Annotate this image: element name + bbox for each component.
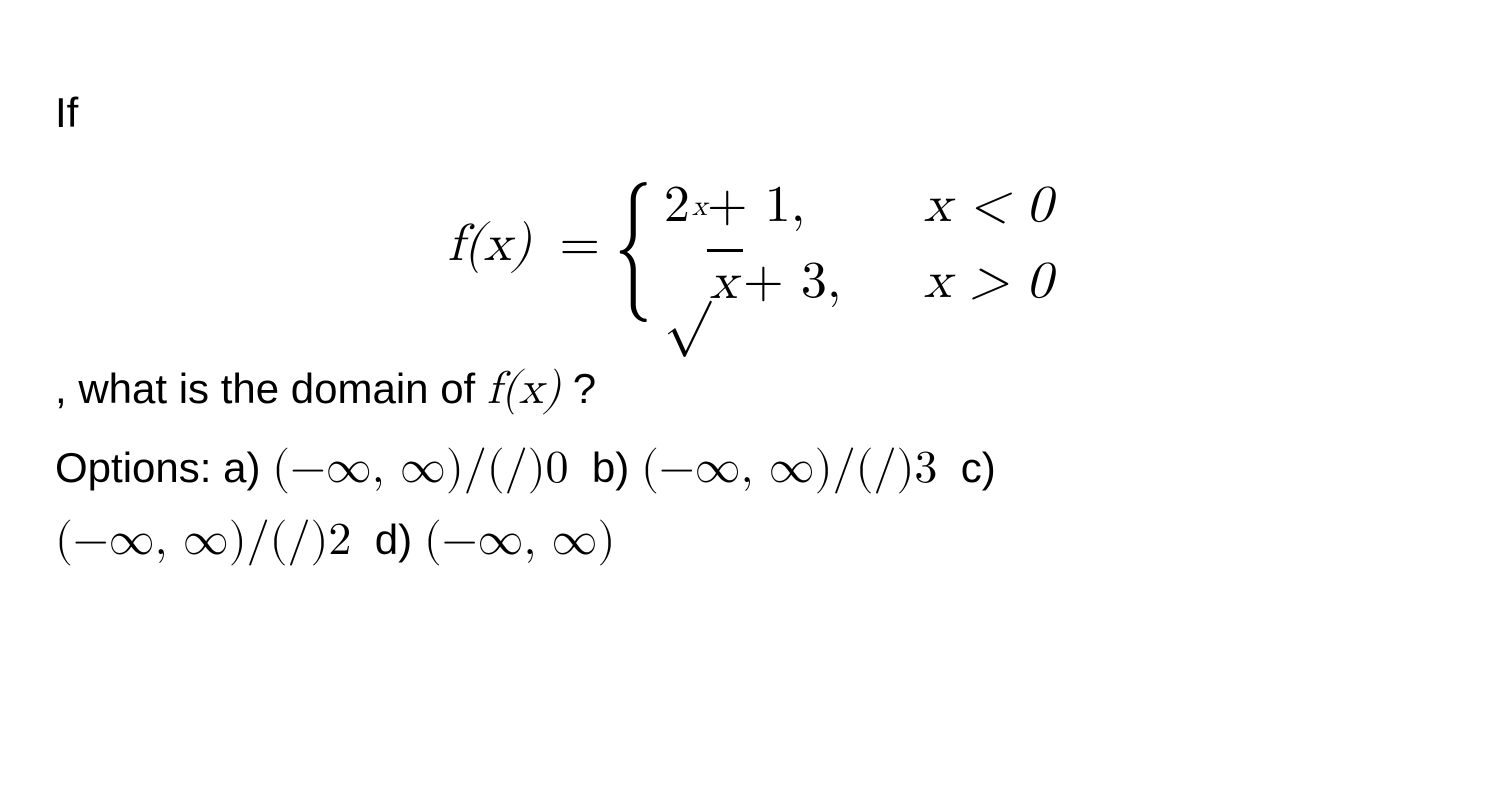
case-2-cond: x > 0 (924, 251, 1052, 313)
option-c-label: c) (961, 444, 996, 491)
surd-symbol: √ (664, 258, 711, 314)
option-d-math: (−∞, ∞) (424, 517, 616, 563)
lhs-fx: f(x) (448, 214, 532, 276)
left-brace-icon: { (614, 189, 653, 301)
sqrt-radicand: x (707, 249, 743, 314)
equation-row: f(x) = { 2x + 1, x < 0 √ x + 3, (448, 175, 1053, 314)
option-a-math: (−∞, ∞)/(/)0 (272, 445, 568, 491)
options-label: Options: (55, 444, 211, 491)
option-a-label: a) (223, 444, 260, 491)
equals-sign: = (559, 214, 599, 276)
intro-text: If (55, 80, 1445, 145)
question-fx: f(x) (487, 366, 561, 412)
option-b-math: (−∞, ∞)/(/)3 (641, 445, 937, 491)
question-suffix: ? (573, 365, 596, 412)
case-2-tail: + 3, (743, 251, 841, 313)
case-1: 2x + 1, x < 0 (664, 175, 1052, 237)
piecewise-definition: f(x) = { 2x + 1, x < 0 √ x + 3, (55, 175, 1445, 314)
question-prefix: , what is the domain of (55, 365, 487, 412)
cases-block: 2x + 1, x < 0 √ x + 3, x > 0 (664, 175, 1052, 314)
options-block: Options: a) (−∞, ∞)/(/)0 b) (−∞, ∞)/(/)3… (55, 433, 1445, 576)
case-1-base: 2 (664, 175, 690, 237)
case-1-expr: 2x + 1, (664, 175, 884, 237)
document-body: If f(x) = { 2x + 1, x < 0 √ x (0, 0, 1500, 576)
option-c-math: (−∞, ∞)/(/)2 (55, 517, 351, 563)
case-2: √ x + 3, x > 0 (664, 249, 1052, 314)
case-2-expr: √ x + 3, (664, 249, 884, 314)
case-1-cond: x < 0 (924, 175, 1052, 237)
question-line: , what is the domain of f(x) ? (55, 354, 1445, 425)
sqrt-icon: √ x (664, 249, 743, 314)
case-1-tail: + 1, (707, 175, 805, 237)
case-1-exp: x (692, 189, 707, 224)
option-b-label: b) (592, 444, 629, 491)
option-d-label: d) (375, 516, 412, 563)
